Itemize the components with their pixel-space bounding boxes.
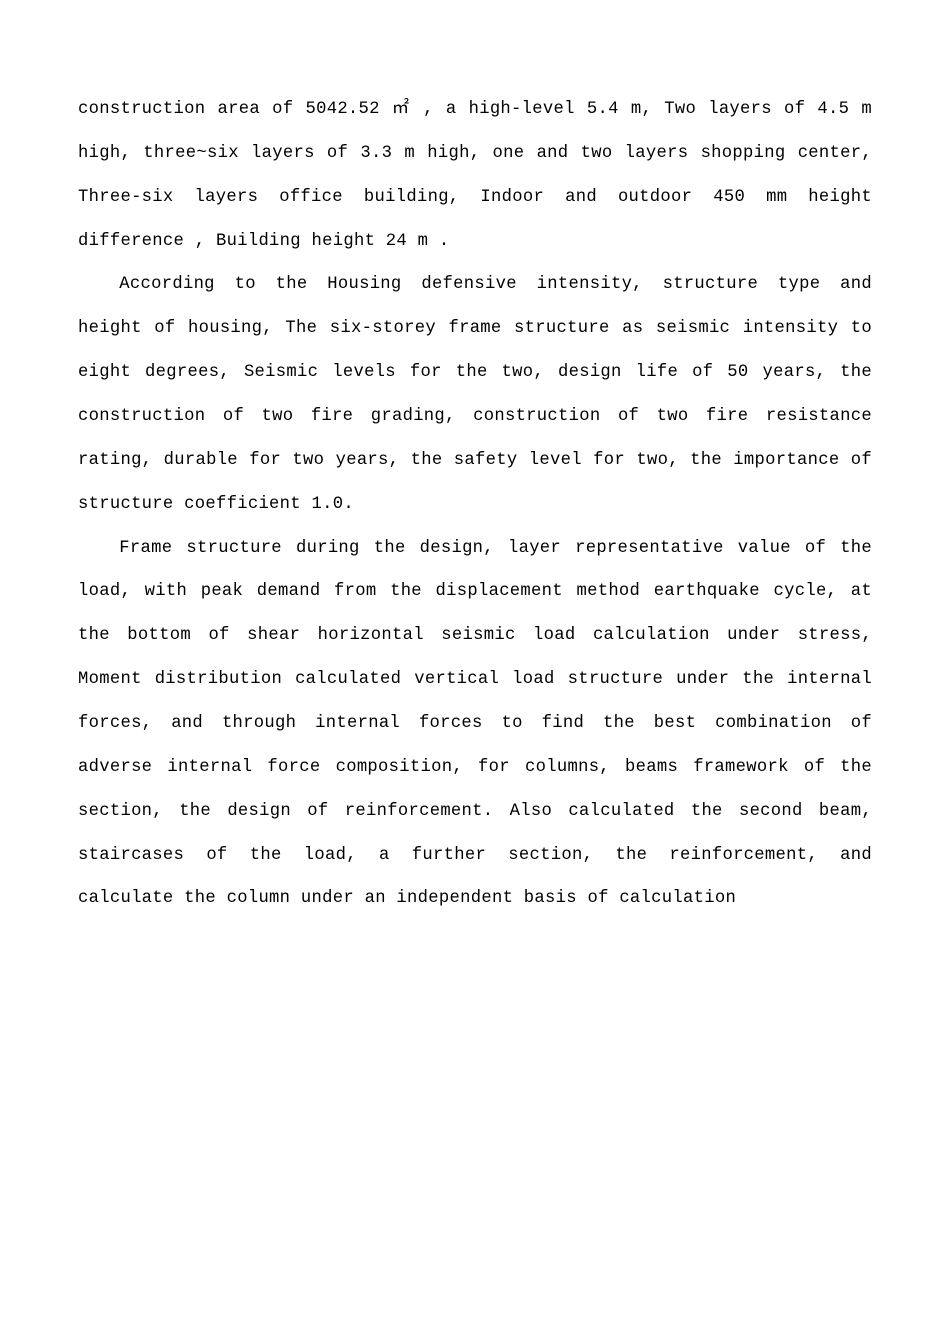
paragraph-2: According to the Housing defensive inten…: [78, 263, 872, 526]
paragraph-3: Frame structure during the design, layer…: [78, 527, 872, 922]
document-body: construction area of 5042.52 ㎡ , a high-…: [78, 88, 872, 921]
paragraph-1: construction area of 5042.52 ㎡ , a high-…: [78, 88, 872, 263]
